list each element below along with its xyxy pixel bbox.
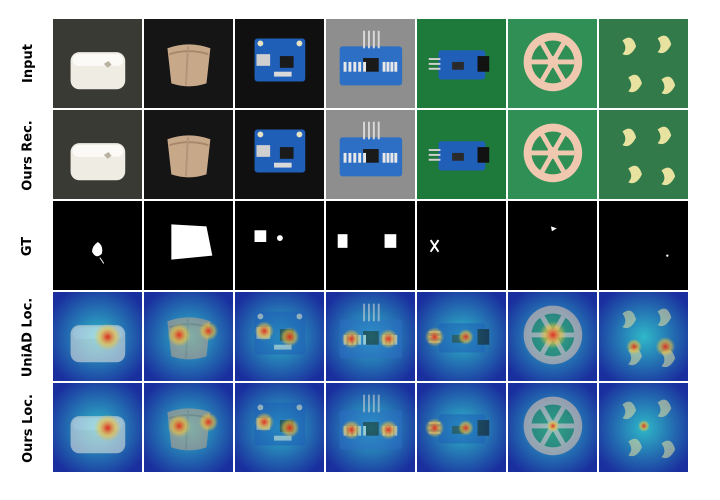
panel-photo-circuit-board-ir [416, 18, 507, 109]
panel-mask-circuit-board-pins [325, 200, 416, 291]
row-label-ours-loc: Ours Loc. [20, 394, 36, 463]
panel-heatmap-circuit-board-pins [325, 291, 416, 382]
panel-heatmap-wheel-pasta [507, 382, 598, 473]
panel-heatmap-soap-bar [52, 382, 143, 473]
panel-photo-circuit-board-pins [325, 109, 416, 200]
panel-photo-circuit-board-ir [416, 109, 507, 200]
panel-heatmap-circuit-board-ir [416, 382, 507, 473]
panel-heatmap-pasta-tube [143, 382, 234, 473]
panel-heatmap-soap-bar [52, 291, 143, 382]
panel-photo-circuit-board-usb [234, 18, 325, 109]
panel-photo-circuit-board-pins [325, 18, 416, 109]
panel-photo-pasta-tube [143, 18, 234, 109]
panel-mask-pasta-tube [143, 200, 234, 291]
panel-mask-soap-bar [52, 200, 143, 291]
panel-heatmap-macaroni [598, 291, 689, 382]
panel-photo-macaroni [598, 109, 689, 200]
panel-heatmap-wheel-pasta [507, 291, 598, 382]
panel-photo-macaroni [598, 18, 689, 109]
row-label-ours-rec: Ours Rec. [20, 120, 36, 191]
panel-heatmap-circuit-board-pins [325, 382, 416, 473]
panel-photo-circuit-board-usb [234, 109, 325, 200]
panel-heatmap-circuit-board-usb [234, 291, 325, 382]
panel-mask-macaroni [598, 200, 689, 291]
panel-photo-wheel-pasta [507, 109, 598, 200]
panel-heatmap-circuit-board-ir [416, 291, 507, 382]
image-grid [52, 18, 689, 474]
row-label-gt: GT [20, 236, 36, 257]
panel-mask-circuit-board-ir [416, 200, 507, 291]
row-label-uniad-loc: UniAD Loc. [20, 297, 36, 378]
row-label-input: Input [20, 44, 36, 83]
panel-heatmap-circuit-board-usb [234, 382, 325, 473]
panel-heatmap-pasta-tube [143, 291, 234, 382]
panel-photo-pasta-tube [143, 109, 234, 200]
panel-mask-wheel-pasta [507, 200, 598, 291]
panel-heatmap-macaroni [598, 382, 689, 473]
panel-photo-soap-bar [52, 109, 143, 200]
panel-photo-wheel-pasta [507, 18, 598, 109]
panel-photo-soap-bar [52, 18, 143, 109]
panel-mask-circuit-board-usb [234, 200, 325, 291]
